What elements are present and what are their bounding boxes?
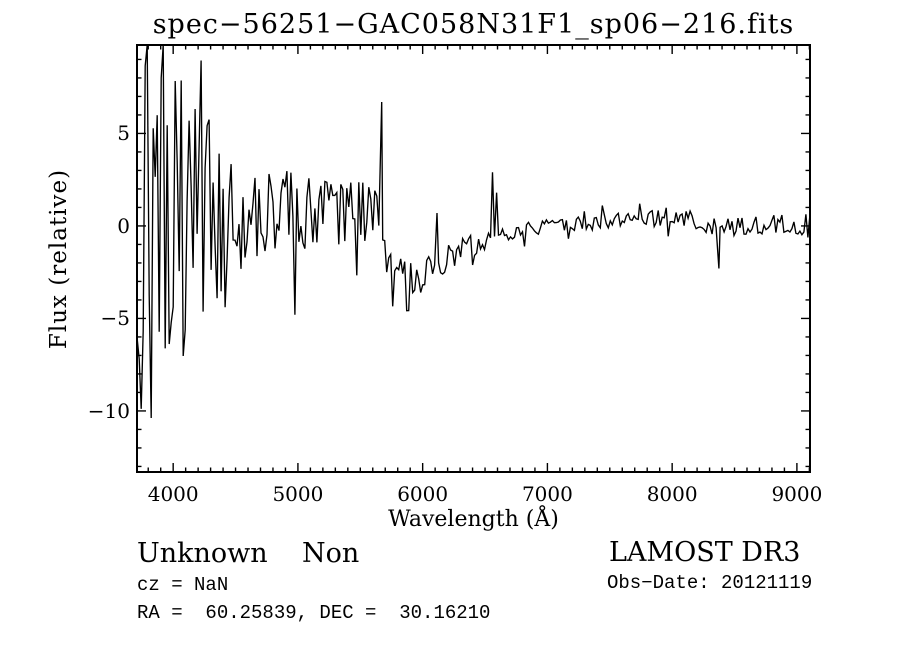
y-tick-label: 0 bbox=[117, 213, 130, 238]
subclass-label: Non bbox=[302, 538, 360, 569]
x-tick-label: 9000 bbox=[771, 482, 823, 506]
ra-dec-line: RA = 60.25839, DEC = 30.16210 bbox=[137, 602, 491, 624]
x-axis-label: Wavelength (Å) bbox=[388, 507, 559, 532]
class-label: Unknown bbox=[137, 538, 268, 569]
plot-frame bbox=[136, 44, 811, 473]
y-tick-label: −5 bbox=[100, 306, 130, 331]
cz-line: cz = NaN bbox=[137, 574, 229, 596]
spectrum-trace bbox=[137, 45, 810, 419]
x-tick-label: 8000 bbox=[646, 482, 698, 506]
axis-ticks bbox=[137, 45, 811, 472]
survey-label: LAMOST DR3 bbox=[609, 537, 801, 568]
x-tick-label: 6000 bbox=[397, 482, 449, 506]
x-tick-label: 5000 bbox=[272, 482, 324, 506]
y-tick-label: 5 bbox=[117, 121, 130, 146]
obs-date-line: Obs−Date: 20121119 bbox=[607, 572, 813, 594]
x-tick-label: 7000 bbox=[521, 482, 573, 506]
x-tick-label: 4000 bbox=[147, 482, 199, 506]
y-tick-label: −10 bbox=[87, 398, 130, 423]
plot-title: spec−56251−GAC058N31F1_sp06−216.fits bbox=[152, 9, 795, 40]
